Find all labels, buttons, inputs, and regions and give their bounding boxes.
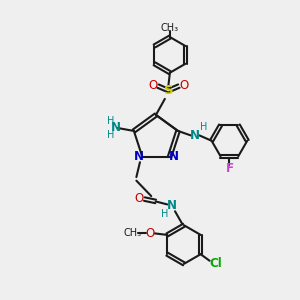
Text: CH₃: CH₃ (161, 23, 179, 33)
Text: O: O (135, 192, 144, 205)
Text: H: H (107, 130, 115, 140)
Text: H: H (161, 209, 168, 219)
Text: CH₃: CH₃ (123, 228, 141, 239)
Text: N: N (111, 122, 121, 134)
Text: O: O (145, 227, 154, 240)
Text: H: H (107, 116, 115, 126)
Text: Cl: Cl (210, 256, 223, 270)
Text: F: F (225, 162, 233, 175)
Text: O: O (179, 79, 188, 92)
Text: O: O (148, 79, 158, 92)
Text: S: S (164, 84, 173, 97)
Text: N: N (168, 150, 178, 164)
Text: H: H (200, 122, 207, 132)
Text: N: N (167, 200, 177, 212)
Text: N: N (134, 150, 143, 164)
Text: N: N (190, 129, 200, 142)
